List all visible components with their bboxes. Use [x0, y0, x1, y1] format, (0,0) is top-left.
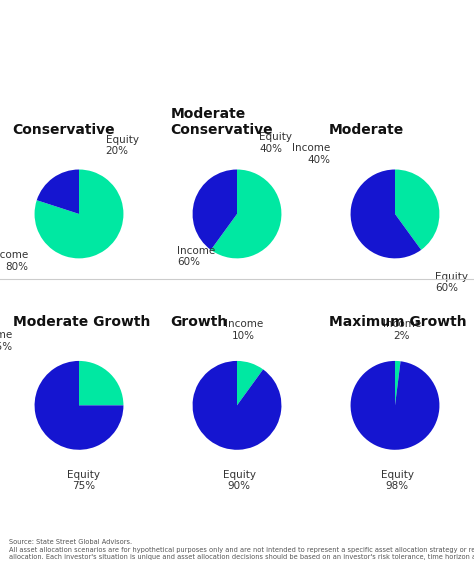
- Text: Income
2%: Income 2%: [383, 319, 421, 341]
- Text: Moderate: Moderate: [328, 123, 404, 137]
- Wedge shape: [37, 169, 79, 214]
- Text: Equity
60%: Equity 60%: [435, 272, 468, 293]
- Text: Income
80%: Income 80%: [0, 250, 28, 272]
- Wedge shape: [192, 361, 282, 450]
- Wedge shape: [35, 361, 123, 450]
- Text: Equity
90%: Equity 90%: [223, 470, 255, 491]
- Wedge shape: [192, 169, 237, 250]
- Text: Income
10%: Income 10%: [225, 319, 263, 341]
- Wedge shape: [395, 361, 401, 405]
- Text: Maximum Growth: Maximum Growth: [328, 315, 466, 329]
- Text: Equity
98%: Equity 98%: [381, 470, 414, 491]
- Wedge shape: [237, 361, 263, 405]
- Text: Income
25%: Income 25%: [0, 330, 12, 352]
- Text: Moderate
Conservative: Moderate Conservative: [171, 107, 273, 137]
- Text: Growth: Growth: [171, 315, 228, 329]
- Text: Source: State Street Global Advisors.
All asset allocation scenarios are for hyp: Source: State Street Global Advisors. Al…: [9, 539, 474, 560]
- Wedge shape: [351, 169, 421, 258]
- Wedge shape: [395, 169, 439, 250]
- Wedge shape: [35, 169, 123, 258]
- Text: Equity
20%: Equity 20%: [106, 135, 139, 156]
- Text: Conservative: Conservative: [13, 123, 115, 137]
- Text: Equity
75%: Equity 75%: [67, 470, 100, 491]
- Text: Equity
40%: Equity 40%: [259, 132, 292, 154]
- Text: Income
40%: Income 40%: [292, 144, 330, 165]
- Wedge shape: [79, 361, 123, 405]
- Text: Income
60%: Income 60%: [177, 245, 215, 267]
- Text: Moderate Growth: Moderate Growth: [13, 315, 150, 329]
- Wedge shape: [351, 361, 439, 450]
- Wedge shape: [211, 169, 282, 258]
